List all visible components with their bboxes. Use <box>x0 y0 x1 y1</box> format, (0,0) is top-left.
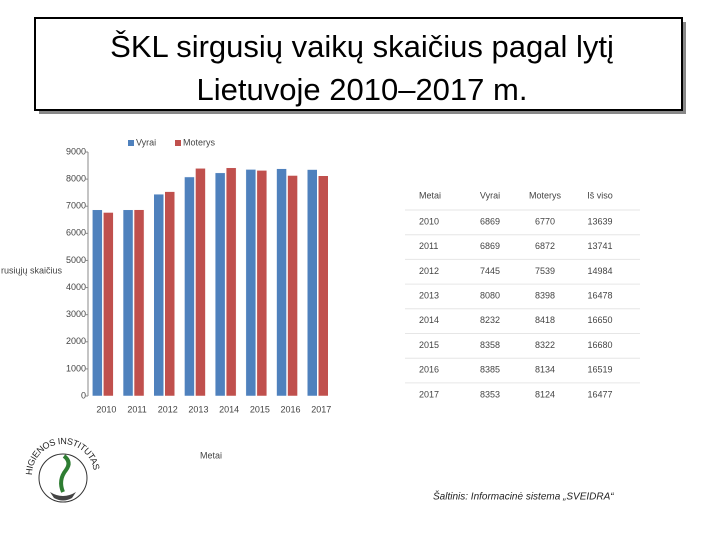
x-tick-label: 2012 <box>158 404 178 414</box>
table-cell: 16650 <box>587 315 612 325</box>
y-tick-label: 5000 <box>66 255 86 265</box>
bar <box>195 168 206 397</box>
table-cell: 13639 <box>587 216 612 226</box>
table-cell: 6869 <box>480 216 500 226</box>
table-cell: 16477 <box>587 389 612 399</box>
table-cell: 7445 <box>480 266 500 276</box>
bar <box>122 209 134 397</box>
y-tick-label: 7000 <box>66 201 86 211</box>
y-tick-label: 3000 <box>66 309 86 319</box>
x-axis-label: Metai <box>200 450 222 460</box>
table-cell: 8418 <box>535 315 555 325</box>
x-tick-label: 2011 <box>127 404 146 414</box>
logo-bowl <box>50 492 76 501</box>
table-cell: 8353 <box>480 389 500 399</box>
bar <box>133 209 145 397</box>
logo-snake <box>59 454 71 493</box>
legend-swatch <box>175 140 181 146</box>
table-cell: 2011 <box>419 241 438 251</box>
table-cell: 2015 <box>419 340 439 350</box>
logo-ring <box>38 453 88 503</box>
y-tick-label: 4000 <box>66 282 86 292</box>
chart-subtitle: Lietuvoje 2010–2017 m. <box>197 72 528 107</box>
bar <box>153 193 164 397</box>
bar <box>225 167 237 397</box>
y-tick-label: 8000 <box>66 173 86 183</box>
table-cell: 13741 <box>587 241 612 251</box>
table-cell: 8080 <box>480 290 500 300</box>
table-cell: 6869 <box>480 241 500 251</box>
x-tick-label: 2015 <box>250 404 270 414</box>
table-cell: 2012 <box>419 266 439 276</box>
bar <box>92 209 103 397</box>
table-header: Metai <box>419 190 441 200</box>
x-tick-label: 2016 <box>281 404 301 414</box>
logo-text: HIGIENOS INSTITUTAS <box>24 436 101 475</box>
y-axis-label: rusiųjų skaičius <box>1 265 63 275</box>
table-cell: 2016 <box>419 365 439 375</box>
y-tick-label: 2000 <box>66 336 86 346</box>
table-cell: 2017 <box>419 389 439 399</box>
table-cell: 6770 <box>535 216 555 226</box>
legend-label: Moterys <box>183 137 216 147</box>
table-cell: 2014 <box>419 315 439 325</box>
legend-label: Vyrai <box>136 137 156 147</box>
x-tick-label: 2013 <box>188 404 208 414</box>
logo-text-path: HIGIENOS INSTITUTAS <box>24 436 101 475</box>
table-header: Vyrai <box>480 190 500 200</box>
bar <box>103 212 114 397</box>
table-cell: 6872 <box>535 241 555 251</box>
table-header: Moterys <box>529 190 562 200</box>
legend-swatch <box>128 140 134 146</box>
table-cell: 16680 <box>587 340 612 350</box>
table-cell: 8398 <box>535 290 555 300</box>
bar <box>318 175 329 397</box>
table-cell: 8385 <box>480 365 500 375</box>
table-cell: 7539 <box>535 266 555 276</box>
table-cell: 8322 <box>535 340 555 350</box>
source: Šaltinis: Informacinė sistema „SVEIDRA“ <box>433 490 614 503</box>
bar <box>256 170 268 397</box>
table-cell: 8124 <box>535 389 555 399</box>
x-tick-label: 2014 <box>219 404 239 414</box>
table-cell: 8232 <box>480 315 500 325</box>
y-tick-label: 1000 <box>66 363 86 373</box>
table-header: Iš viso <box>587 190 613 200</box>
logo: HIGIENOS INSTITUTAS <box>24 436 101 503</box>
y-tick-label: 0 <box>81 390 86 400</box>
chart-title: ŠKL sirgusių vaikų skaičius pagal lytį <box>110 29 614 64</box>
bar <box>287 175 298 397</box>
bar <box>276 168 287 397</box>
bar <box>214 172 226 397</box>
y-tick-label: 9000 <box>66 146 86 156</box>
bar <box>164 191 175 397</box>
table-cell: 2010 <box>419 216 439 226</box>
bar <box>245 169 257 397</box>
x-tick-label: 2017 <box>311 404 331 414</box>
table-cell: 8134 <box>535 365 555 375</box>
bar <box>184 176 195 397</box>
x-tick-label: 2010 <box>96 404 116 414</box>
table-cell: 14984 <box>587 266 612 276</box>
y-tick-label: 6000 <box>66 228 86 238</box>
table-cell: 2013 <box>419 290 439 300</box>
table-cell: 16478 <box>587 290 612 300</box>
title-box <box>34 17 683 111</box>
table-cell: 8358 <box>480 340 500 350</box>
bar <box>307 169 318 397</box>
table-cell: 16519 <box>587 365 612 375</box>
